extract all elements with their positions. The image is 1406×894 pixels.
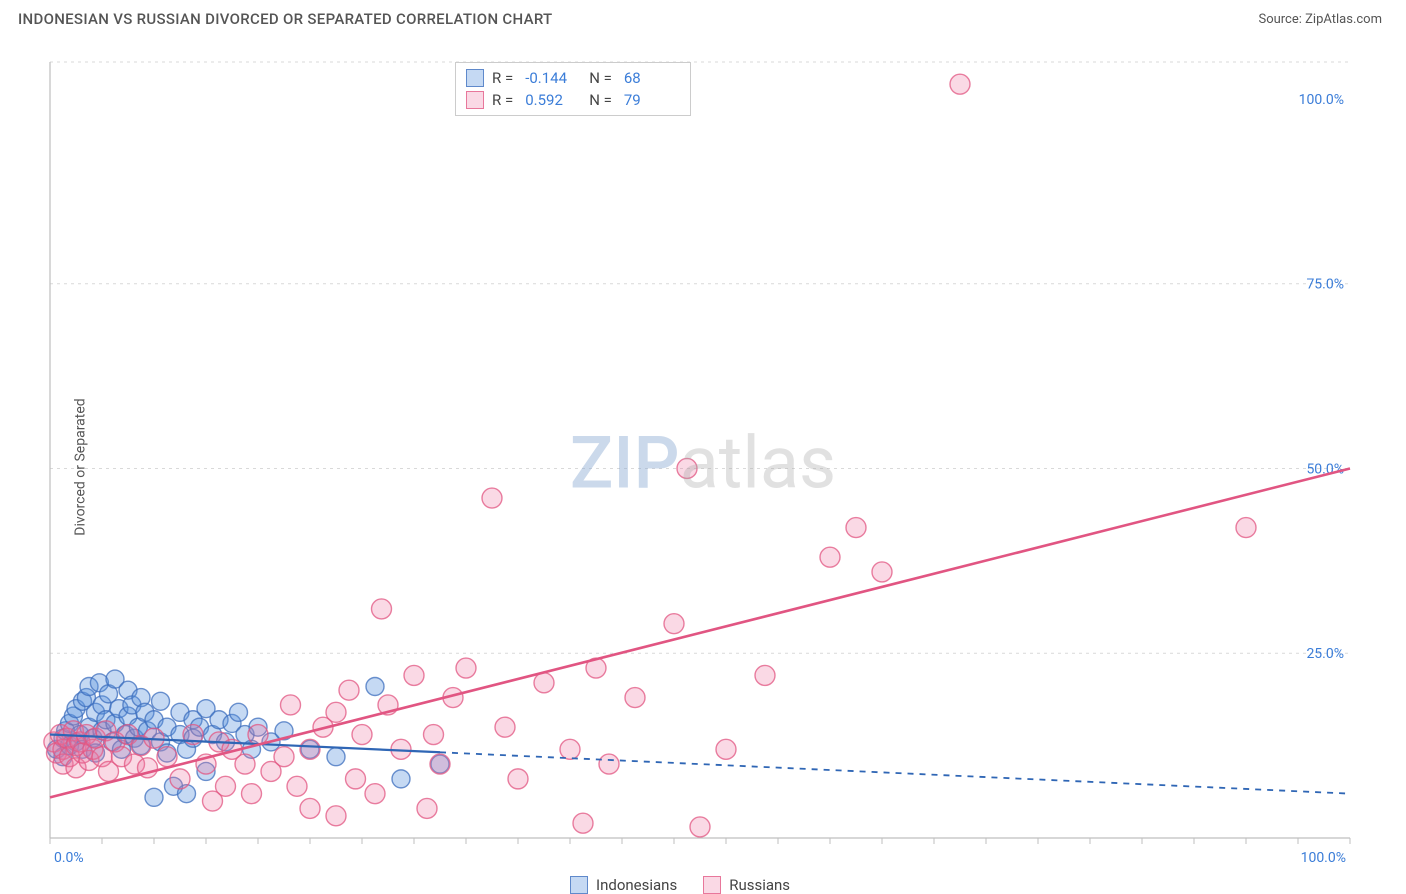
legend-r-value: 0.592 xyxy=(525,91,581,109)
legend-row-indonesians: R = -0.144 N = 68 xyxy=(466,67,680,89)
source-link[interactable]: ZipAtlas.com xyxy=(1305,12,1382,27)
series-legend-label: Indonesians xyxy=(596,876,677,894)
svg-text:75.0%: 75.0% xyxy=(1306,277,1344,293)
series-legend-item-russians: Russians xyxy=(703,876,790,894)
legend-n-label: N = xyxy=(589,69,612,87)
source-credit: Source: ZipAtlas.com xyxy=(1258,12,1382,27)
series-legend-label: Russians xyxy=(729,876,790,894)
chart-area: Divorced or Separated ZIPatlas 25.0%50.0… xyxy=(0,42,1406,892)
y-axis-label: Divorced or Separated xyxy=(73,398,89,535)
chart-title: INDONESIAN VS RUSSIAN DIVORCED OR SEPARA… xyxy=(18,10,553,28)
legend-r-label: R = xyxy=(492,69,513,87)
legend-n-label: N = xyxy=(589,91,612,109)
legend-swatch xyxy=(466,91,484,109)
correlation-legend: R = -0.144 N = 68R = 0.592 N = 79 xyxy=(455,62,691,116)
svg-text:100.0%: 100.0% xyxy=(1299,92,1344,108)
legend-row-russians: R = 0.592 N = 79 xyxy=(466,89,680,111)
legend-swatch xyxy=(703,876,721,894)
legend-n-value: 68 xyxy=(624,69,680,87)
scatter-chart: 25.0%50.0%75.0%100.0%0.0%100.0% xyxy=(0,42,1406,892)
series-legend: Indonesians Russians xyxy=(570,876,790,894)
legend-r-label: R = xyxy=(492,91,513,109)
svg-text:100.0%: 100.0% xyxy=(1301,850,1346,866)
svg-text:0.0%: 0.0% xyxy=(54,850,84,866)
svg-text:25.0%: 25.0% xyxy=(1306,646,1344,662)
series-legend-item-indonesians: Indonesians xyxy=(570,876,677,894)
source-label: Source: xyxy=(1258,12,1305,27)
legend-n-value: 79 xyxy=(624,91,680,109)
legend-swatch xyxy=(570,876,588,894)
legend-swatch xyxy=(466,69,484,87)
legend-r-value: -0.144 xyxy=(525,69,581,87)
